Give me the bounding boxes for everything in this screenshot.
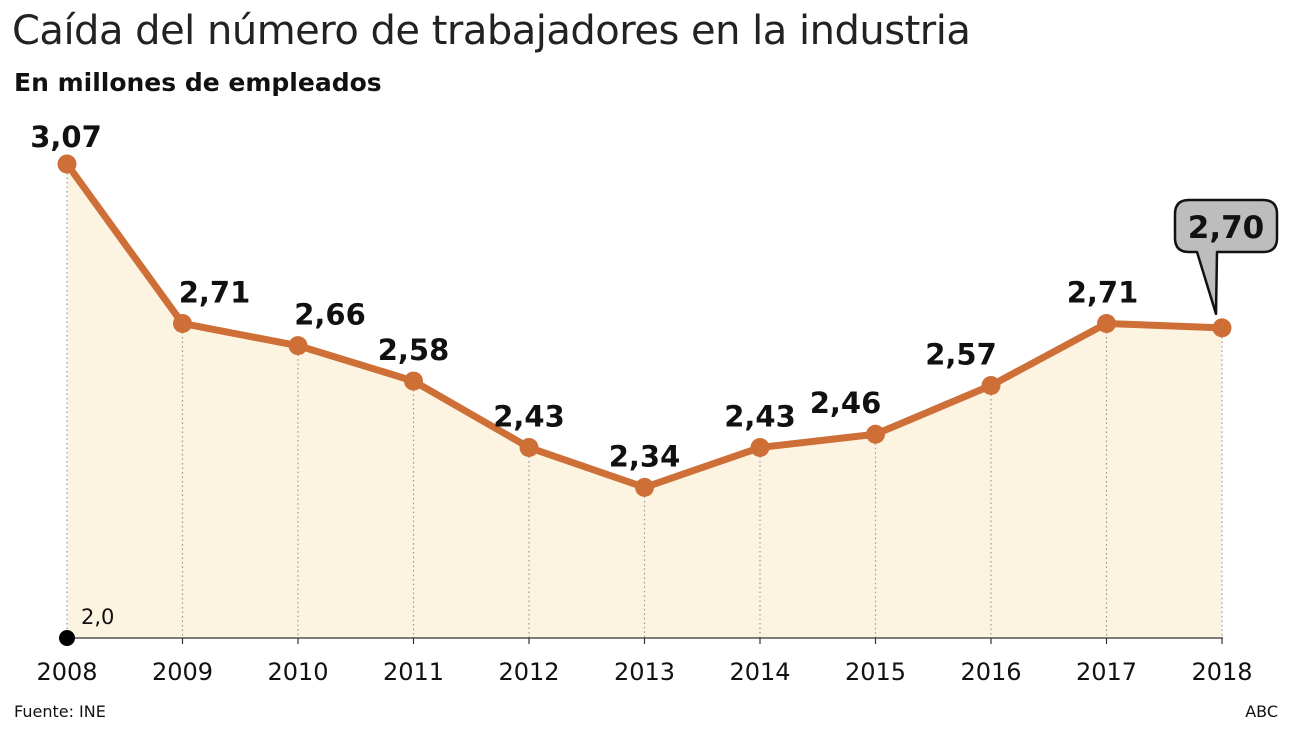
x-tick-label: 2008 — [36, 658, 97, 686]
value-label: 2,58 — [378, 333, 450, 367]
value-label: 3,07 — [30, 120, 102, 154]
data-point — [981, 375, 1001, 395]
data-point — [173, 313, 192, 333]
data-point — [635, 477, 654, 497]
value-label: 2,57 — [925, 337, 997, 371]
data-point — [288, 336, 308, 356]
value-label: 2,71 — [1067, 275, 1139, 309]
data-point — [1097, 313, 1116, 333]
data-point — [57, 154, 77, 174]
value-label: 2,43 — [493, 400, 565, 434]
data-point — [866, 424, 885, 444]
baseline-label: 2,0 — [81, 605, 114, 629]
x-tick-label: 2010 — [267, 658, 328, 686]
highlight-callout — [1173, 198, 1279, 316]
x-tick-label: 2012 — [498, 658, 559, 686]
source-note: Fuente: INE — [14, 702, 106, 721]
data-point — [519, 438, 539, 458]
value-label: 2,43 — [724, 400, 796, 434]
x-tick-label: 2013 — [614, 658, 675, 686]
area-fill — [67, 164, 1222, 638]
credit-note: ABC — [1245, 702, 1278, 721]
value-label: 2,66 — [294, 298, 366, 332]
value-label: 2,71 — [179, 275, 251, 309]
data-point — [1212, 318, 1232, 338]
value-label: 2,46 — [810, 386, 882, 420]
data-point — [404, 371, 423, 391]
data-point — [750, 438, 770, 458]
x-tick-label: 2014 — [729, 658, 790, 686]
value-label: 2,34 — [609, 439, 681, 473]
x-tick-label: 2009 — [152, 658, 213, 686]
chart-subtitle: En millones de empleados — [14, 68, 382, 97]
x-tick-label: 2015 — [845, 658, 906, 686]
value-label-highlight: 2,70 — [1188, 210, 1265, 246]
x-tick-label: 2016 — [960, 658, 1021, 686]
x-tick-label: 2017 — [1076, 658, 1137, 686]
x-tick-label: 2018 — [1191, 658, 1252, 686]
x-tick-label: 2011 — [383, 658, 444, 686]
baseline-dot — [59, 630, 75, 646]
chart-title: Caída del número de trabajadores en la i… — [12, 8, 971, 54]
